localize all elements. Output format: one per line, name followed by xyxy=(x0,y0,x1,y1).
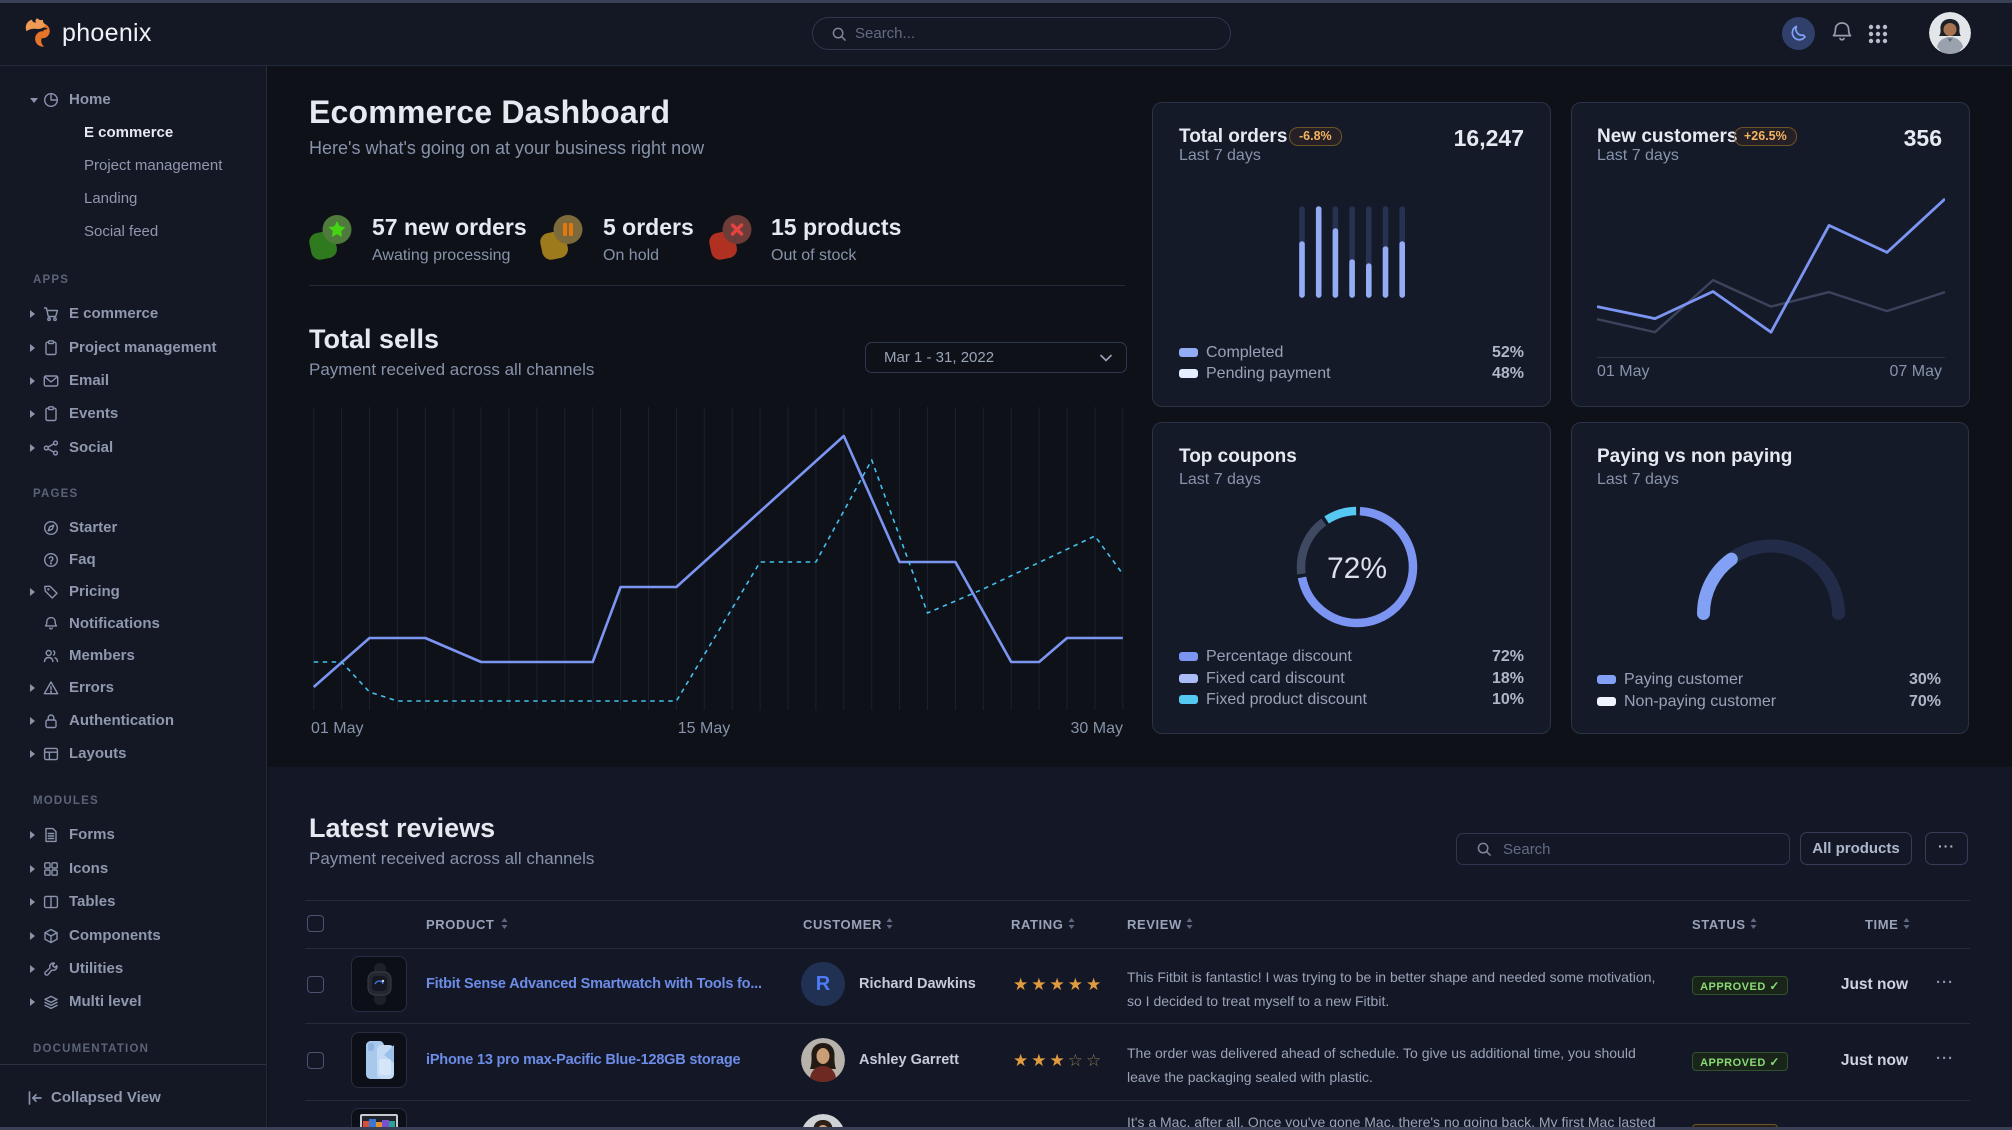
svg-text:72%: 72% xyxy=(1327,552,1387,585)
svg-text:01 May: 01 May xyxy=(311,720,363,737)
svg-text:30 May: 30 May xyxy=(1071,720,1123,737)
svg-text:15 May: 15 May xyxy=(678,720,730,737)
